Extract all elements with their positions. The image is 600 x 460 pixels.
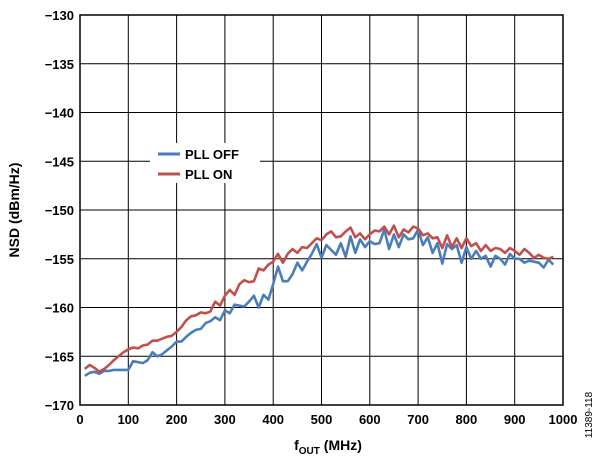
series-line-pll-on [83, 224, 554, 374]
x-tick-labels: 0 100 200 300 400 500 600 700 800 900 1000 [76, 412, 577, 427]
y-tick-label: −135 [45, 57, 74, 72]
x-tick-label: 500 [311, 412, 333, 427]
x-tick-label: 200 [166, 412, 188, 427]
y-tick-label: −145 [45, 154, 74, 169]
x-tick-label: 800 [456, 412, 478, 427]
plot-border [79, 14, 564, 406]
series-line-pll-off [84, 228, 555, 377]
x-axis-label-unit: (MHz) [320, 437, 362, 453]
series-layer [83, 224, 555, 377]
x-axis-label: fOUT (MHz) [294, 437, 362, 457]
legend-label: PLL ON [185, 167, 232, 182]
x-tick-label: 400 [262, 412, 284, 427]
legend-background [150, 143, 260, 183]
y-axis-label: NSD (dBm/Hz) [6, 163, 22, 258]
y-tick-label: −160 [45, 301, 74, 316]
y-tick-label: −155 [45, 252, 74, 267]
y-tick-label: −140 [45, 106, 74, 121]
y-tick-label: −150 [45, 203, 74, 218]
y-tick-label: −170 [45, 398, 74, 413]
y-tick-label: −130 [45, 8, 74, 23]
x-tick-label: 300 [214, 412, 236, 427]
legend: PLL OFF PLL ON [150, 143, 260, 183]
x-tick-label: 1000 [549, 412, 578, 427]
x-tick-label: 0 [76, 412, 83, 427]
x-tick-label: 900 [504, 412, 526, 427]
x-axis-label-subscript: OUT [299, 446, 320, 457]
y-tick-labels: −130 −135 −140 −145 −150 −155 −160 −165 −170 [45, 8, 74, 413]
legend-label: PLL OFF [185, 147, 239, 162]
grid [79, 14, 564, 406]
x-tick-label: 700 [407, 412, 429, 427]
figure-id: 11389-118 [584, 391, 595, 438]
x-tick-label: 600 [359, 412, 381, 427]
x-tick-label: 100 [117, 412, 139, 427]
y-tick-label: −165 [45, 349, 74, 364]
x-axis-label-main: f [294, 437, 299, 453]
